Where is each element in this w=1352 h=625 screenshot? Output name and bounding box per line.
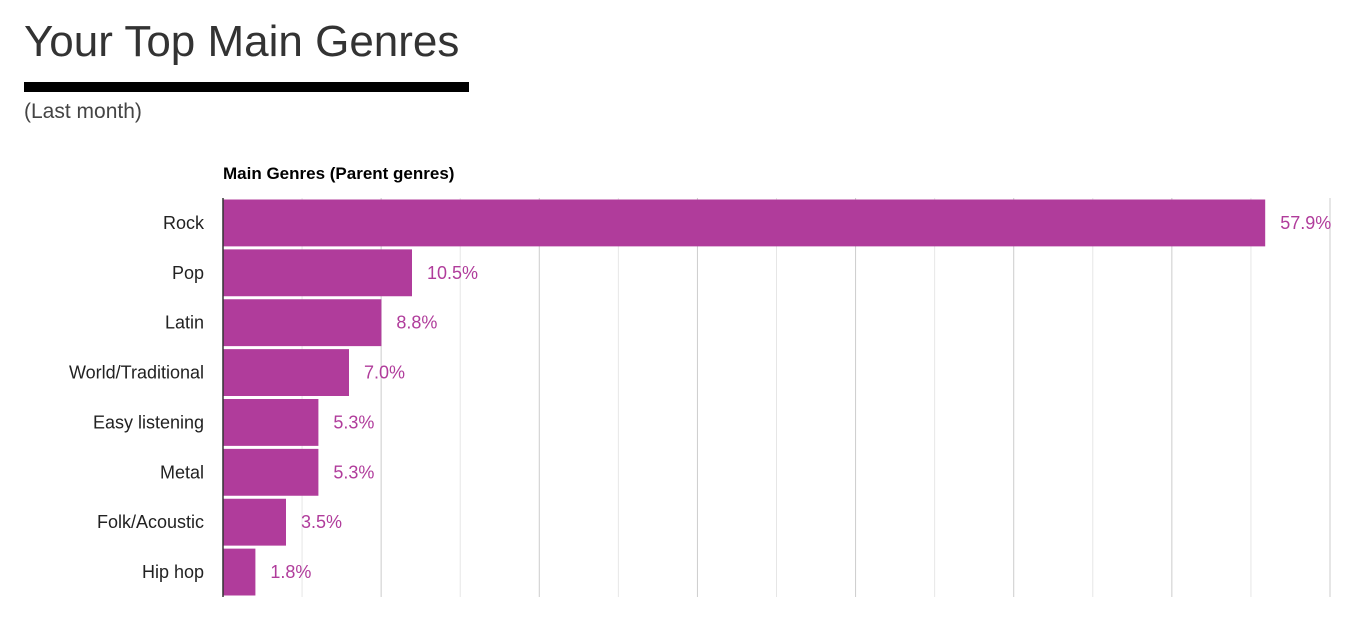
category-labels: Rock Pop Latin World/Traditional Easy listen… — [69, 213, 205, 582]
page-title: Your Top Main Genres — [24, 17, 460, 66]
category-label: Metal — [160, 462, 204, 482]
chart-title: Main Genres (Parent genres) — [223, 164, 454, 183]
category-label: Latin — [165, 313, 204, 333]
value-labels: 57.9% 10.5% 8.8% 7.0% 5.3% 5.3% 3.5% 1.8% — [270, 213, 1331, 582]
bar-world-traditional — [223, 349, 349, 396]
bar-metal — [223, 448, 319, 496]
value-label: 7.0% — [364, 363, 405, 383]
category-label: Folk/Acoustic — [97, 512, 204, 532]
gridlines — [301, 198, 1331, 597]
title-underline — [24, 82, 469, 92]
value-label: 3.5% — [301, 512, 342, 532]
bar-latin — [223, 299, 382, 347]
value-label: 5.3% — [333, 462, 374, 482]
bar-folk-acoustic — [223, 498, 286, 546]
genre-bar-chart: Main Genres (Parent genres) Rock Pop Latin… — [69, 164, 1331, 597]
bars — [223, 199, 1266, 596]
category-label: Pop — [172, 263, 204, 283]
bar-easy-listening — [223, 399, 319, 446]
category-label: Easy listening — [93, 412, 204, 432]
page-subtitle: (Last month) — [24, 100, 142, 123]
bar-hip-hop — [223, 548, 256, 596]
value-label: 5.3% — [333, 412, 374, 432]
category-label: Hip hop — [142, 562, 204, 582]
value-label: 1.8% — [270, 562, 311, 582]
value-label: 8.8% — [396, 313, 437, 333]
category-label: Rock — [163, 213, 205, 233]
bar-rock — [223, 199, 1266, 247]
bar-pop — [223, 249, 412, 297]
value-label: 57.9% — [1280, 213, 1331, 233]
category-label: World/Traditional — [69, 363, 204, 383]
value-label: 10.5% — [427, 263, 478, 283]
